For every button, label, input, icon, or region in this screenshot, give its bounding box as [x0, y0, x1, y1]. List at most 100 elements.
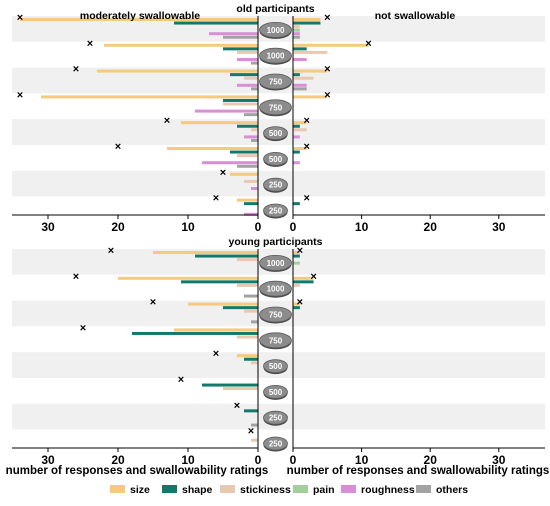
- panel-title: old participants: [236, 3, 314, 15]
- x-tick-label-left: 10: [181, 453, 195, 467]
- side-label-right: not swallowable: [375, 10, 456, 22]
- bar-right-roughness: [293, 58, 307, 61]
- rating-marker-left: ×: [17, 89, 23, 101]
- legend-swatch-shape: [162, 485, 177, 493]
- x-axis-title-right: number of responses and swallowability r…: [287, 465, 550, 477]
- bar-left-others: [251, 423, 258, 427]
- tablet-size-label: 250: [269, 440, 283, 449]
- rating-marker-left: ×: [80, 322, 86, 334]
- bar-left-others: [251, 61, 258, 65]
- rating-marker-left: ×: [87, 38, 93, 50]
- bar-left-shape: [195, 254, 258, 258]
- bar-left-size: [20, 18, 258, 21]
- bar-left-shape: [244, 357, 258, 361]
- tablet-icon: [263, 151, 288, 166]
- bar-right-size: [293, 69, 328, 73]
- bar-right-size: [293, 95, 328, 99]
- legend: size shape stickiness pain roughness others: [110, 484, 468, 496]
- bar-left-stickiness: [244, 309, 258, 313]
- bar-right-shape: [293, 73, 300, 77]
- tablet-icon: [259, 332, 292, 349]
- x-axis-title-left: number of responses and swallowability r…: [6, 465, 269, 477]
- rating-marker-right: ×: [310, 271, 316, 283]
- bar-left-shape: [230, 73, 258, 77]
- panel-old: × ×1000× ×1000× ×750× ×750× ×500× ×500×250× ×25…: [12, 3, 545, 234]
- rating-marker-left: ×: [73, 271, 79, 283]
- bar-right-size: [293, 302, 300, 306]
- rating-marker-right: ×: [297, 297, 303, 309]
- bar-left-stickiness: [244, 179, 258, 183]
- bar-right-size: [293, 121, 307, 125]
- tablet-icon: [263, 126, 288, 141]
- tablet-icon: [259, 21, 292, 38]
- x-tick-label-right: 0: [290, 220, 297, 234]
- tablet-size-label: 500: [269, 155, 283, 164]
- bar-left-size: [188, 302, 258, 306]
- tablet-size-label: 250: [269, 207, 283, 216]
- tablet-size-label: 1000: [267, 52, 285, 61]
- bar-right-size: [293, 147, 307, 150]
- x-tick-label-left: 30: [41, 453, 55, 467]
- tablet-icon: [259, 73, 292, 90]
- bar-left-roughness: [195, 109, 258, 113]
- x-tick-label-right: 0: [290, 453, 297, 467]
- legend-label-pain: pain: [313, 484, 335, 496]
- rating-marker-left: ×: [213, 193, 219, 205]
- bar-left-stickiness: [251, 128, 258, 132]
- rating-marker-left: ×: [178, 374, 184, 386]
- bar-left-roughness: [251, 187, 258, 190]
- panel-title: young participants: [229, 236, 323, 248]
- bar-left-shape: [244, 202, 258, 206]
- bar-left-others: [244, 294, 258, 298]
- bar-left-size: [181, 121, 258, 125]
- bar-right-shape: [293, 47, 307, 51]
- bar-right-stickiness: [293, 25, 300, 29]
- tablet-icon: [259, 47, 292, 64]
- bar-left-shape: [202, 383, 258, 387]
- tablet-icon: [263, 203, 288, 218]
- bar-right-others: [293, 35, 300, 39]
- bar-left-roughness: [237, 58, 258, 61]
- bar-left-size: [118, 276, 258, 280]
- bar-right-stickiness: [293, 50, 328, 54]
- bar-left-shape: [223, 98, 258, 102]
- bar-left-roughness: [237, 83, 258, 87]
- bar-left-others: [251, 138, 258, 142]
- rating-marker-right: ×: [365, 38, 371, 50]
- bar-left-size: [230, 172, 258, 176]
- tablet-size-label: 1000: [267, 26, 285, 35]
- tablet-icon: [263, 384, 288, 399]
- bar-left-size: [174, 328, 258, 332]
- legend-swatch-stickiness: [220, 485, 235, 493]
- bar-right-pain: [293, 261, 300, 265]
- rating-marker-left: ×: [164, 115, 170, 127]
- bar-left-stickiness: [251, 361, 258, 365]
- legend-swatch-pain: [293, 485, 308, 493]
- rating-marker-left: ×: [213, 348, 219, 360]
- legend-swatch-roughness: [341, 485, 356, 493]
- bar-left-size: [167, 147, 258, 150]
- bar-left-others: [237, 164, 258, 168]
- bar-left-stickiness: [223, 102, 258, 106]
- bar-left-size: [237, 198, 258, 202]
- x-tick-label-right: 10: [355, 220, 369, 234]
- bar-left-size: [153, 251, 258, 254]
- rating-marker-left: ×: [248, 426, 254, 438]
- tablet-size-label: 500: [269, 362, 283, 371]
- bar-right-stickiness: [293, 283, 300, 287]
- tablet-icon: [263, 177, 288, 192]
- bar-right-size: [293, 276, 314, 280]
- rating-marker-right: ×: [324, 12, 330, 24]
- bar-left-others: [251, 320, 258, 324]
- legend-label-stickiness: stickiness: [240, 484, 291, 496]
- legend-swatch-size: [110, 485, 125, 493]
- rating-marker-right: ×: [297, 245, 303, 257]
- bar-left-size: [97, 69, 258, 73]
- bar-right-pain: [293, 28, 300, 32]
- bar-left-roughness: [244, 135, 258, 139]
- bar-left-shape: [237, 124, 258, 128]
- rating-marker-right: ×: [324, 64, 330, 76]
- bar-left-stickiness: [244, 76, 258, 80]
